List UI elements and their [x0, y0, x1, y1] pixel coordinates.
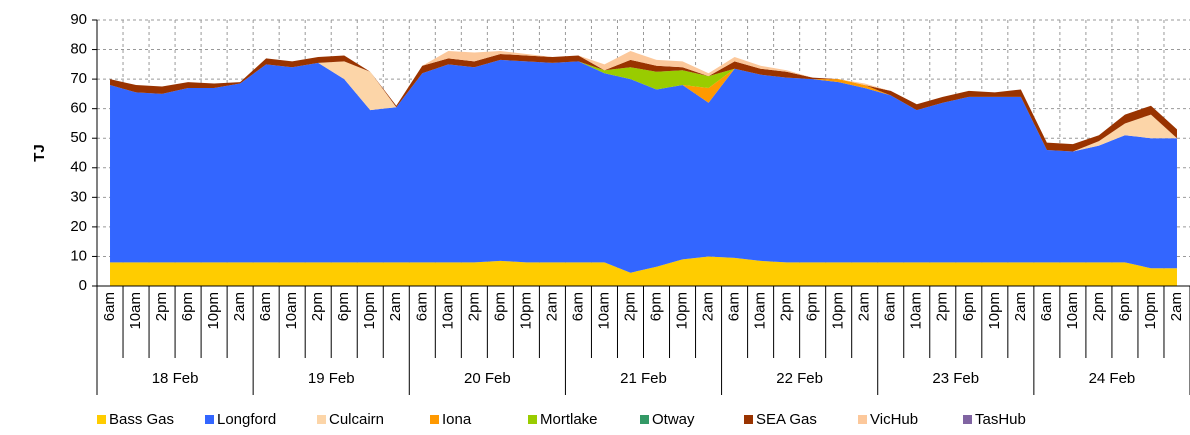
y-tick-label: 70 [70, 70, 87, 87]
legend-label: Culcairn [329, 411, 384, 428]
x-tick-label: 6pm [1116, 292, 1133, 321]
x-tick-label: 6am [569, 292, 586, 321]
x-tick-label: 6am [726, 292, 743, 321]
legend-swatch [858, 415, 867, 424]
x-tick-label: 2am [856, 292, 873, 321]
x-tick-label: 6pm [335, 292, 352, 321]
x-tick-label: 6am [257, 292, 274, 321]
legend-swatch [640, 415, 649, 424]
group-label: 22 Feb [776, 370, 823, 387]
x-tick-label: 10am [1064, 292, 1081, 330]
x-tick-label: 2pm [153, 292, 170, 321]
x-tick-label: 10pm [674, 292, 691, 330]
x-tick-label: 6am [882, 292, 899, 321]
x-tick-label: 6pm [179, 292, 196, 321]
x-tick-label: 2pm [778, 292, 795, 321]
x-tick-label: 10am [595, 292, 612, 330]
area [110, 59, 1177, 273]
x-tick-label: 10pm [830, 292, 847, 330]
group-label: 20 Feb [464, 370, 511, 387]
group-label: 23 Feb [932, 370, 979, 387]
x-tick-label: 10am [908, 292, 925, 330]
area [110, 256, 1177, 286]
y-tick-label: 30 [70, 188, 87, 205]
x-tick-label: 6pm [647, 292, 664, 321]
x-tick-label: 10pm [517, 292, 534, 330]
x-tick-label: 6pm [960, 292, 977, 321]
x-tick-label: 10pm [986, 292, 1003, 330]
x-tick-label: 2pm [465, 292, 482, 321]
legend-swatch [528, 415, 537, 424]
x-tick-label: 6am [413, 292, 430, 321]
legend-label: TasHub [975, 411, 1026, 428]
x-tick-label: 2am [231, 292, 248, 321]
y-tick-label: 50 [70, 129, 87, 146]
legend-swatch [205, 415, 214, 424]
area [110, 59, 1177, 152]
legend-label: Longford [217, 411, 276, 428]
y-tick-label: 0 [79, 277, 87, 294]
x-tick-label: 2pm [621, 292, 638, 321]
legend-label: VicHub [870, 411, 918, 428]
area [110, 59, 1177, 152]
x-tick-label: 6pm [491, 292, 508, 321]
y-tick-label: 10 [70, 247, 87, 264]
x-tick-label: 10pm [205, 292, 222, 330]
x-tick-label: 2pm [934, 292, 951, 321]
x-tick-label: 10am [439, 292, 456, 330]
legend-swatch [744, 415, 753, 424]
group-label: 18 Feb [152, 370, 199, 387]
x-tick-label: 2am [543, 292, 560, 321]
legend-swatch [317, 415, 326, 424]
x-tick-label: 10pm [1142, 292, 1159, 330]
y-tick-label: 60 [70, 100, 87, 117]
y-tick-label: 20 [70, 218, 87, 235]
legend-label: Mortlake [540, 411, 598, 428]
x-tick-label: 2am [1012, 292, 1029, 321]
legend-label: SEA Gas [756, 411, 817, 428]
legend-swatch [963, 415, 972, 424]
x-tick-label: 6pm [804, 292, 821, 321]
x-tick-label: 2pm [1090, 292, 1107, 321]
legend-label: Iona [442, 411, 472, 428]
legend-swatch [97, 415, 106, 424]
x-tick-label: 10am [127, 292, 144, 330]
y-tick-label: 90 [70, 11, 87, 28]
y-tick-label: 40 [70, 159, 87, 176]
x-tick-label: 10am [283, 292, 300, 330]
legend-swatch [430, 415, 439, 424]
x-tick-label: 2am [1168, 292, 1185, 321]
x-tick-label: 10am [752, 292, 769, 330]
legend-label: Otway [652, 411, 695, 428]
x-tick-label: 2am [700, 292, 717, 321]
x-tick-label: 6am [101, 292, 118, 321]
group-label: 21 Feb [620, 370, 667, 387]
group-label: 24 Feb [1089, 370, 1136, 387]
x-tick-label: 10pm [361, 292, 378, 330]
y-tick-label: 80 [70, 41, 87, 58]
x-tick-label: 6am [1038, 292, 1055, 321]
x-tick-label: 2pm [309, 292, 326, 321]
y-axis-label: TJ [31, 144, 48, 162]
x-tick-label: 2am [387, 292, 404, 321]
legend-label: Bass Gas [109, 411, 174, 428]
group-label: 19 Feb [308, 370, 355, 387]
